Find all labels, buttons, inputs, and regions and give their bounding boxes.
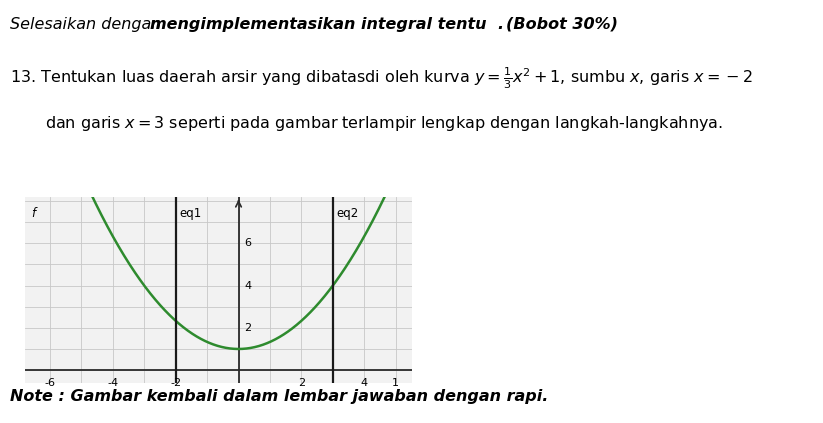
Text: dan garis $x = 3$ seperti pada gambar terlampir lengkap dengan langkah-langkahny: dan garis $x = 3$ seperti pada gambar te… bbox=[45, 114, 723, 133]
Text: Selesaikan dengan: Selesaikan dengan bbox=[10, 17, 166, 32]
Text: 4: 4 bbox=[244, 280, 251, 291]
Text: f: f bbox=[31, 207, 35, 220]
Text: eq1: eq1 bbox=[179, 207, 202, 220]
Text: eq2: eq2 bbox=[337, 207, 359, 220]
Text: 13. Tentukan luas daerah arsir yang dibatasdi oleh kurva $y = \frac{1}{3}x^2 + 1: 13. Tentukan luas daerah arsir yang diba… bbox=[10, 66, 753, 91]
Text: 2: 2 bbox=[298, 378, 305, 388]
Text: Note : Gambar kembali dalam lembar jawaban dengan rapi.: Note : Gambar kembali dalam lembar jawab… bbox=[10, 389, 548, 404]
Text: mengimplementasikan integral tentu: mengimplementasikan integral tentu bbox=[150, 17, 486, 32]
Text: -6: -6 bbox=[44, 378, 55, 388]
Text: -2: -2 bbox=[170, 378, 181, 388]
Text: 2: 2 bbox=[244, 323, 251, 333]
Text: 6: 6 bbox=[244, 238, 251, 248]
Text: (Bobot 30%): (Bobot 30%) bbox=[506, 17, 618, 32]
Text: -4: -4 bbox=[107, 378, 119, 388]
Text: 1: 1 bbox=[393, 378, 399, 388]
Text: 4: 4 bbox=[360, 378, 368, 388]
Text: .: . bbox=[498, 17, 509, 32]
